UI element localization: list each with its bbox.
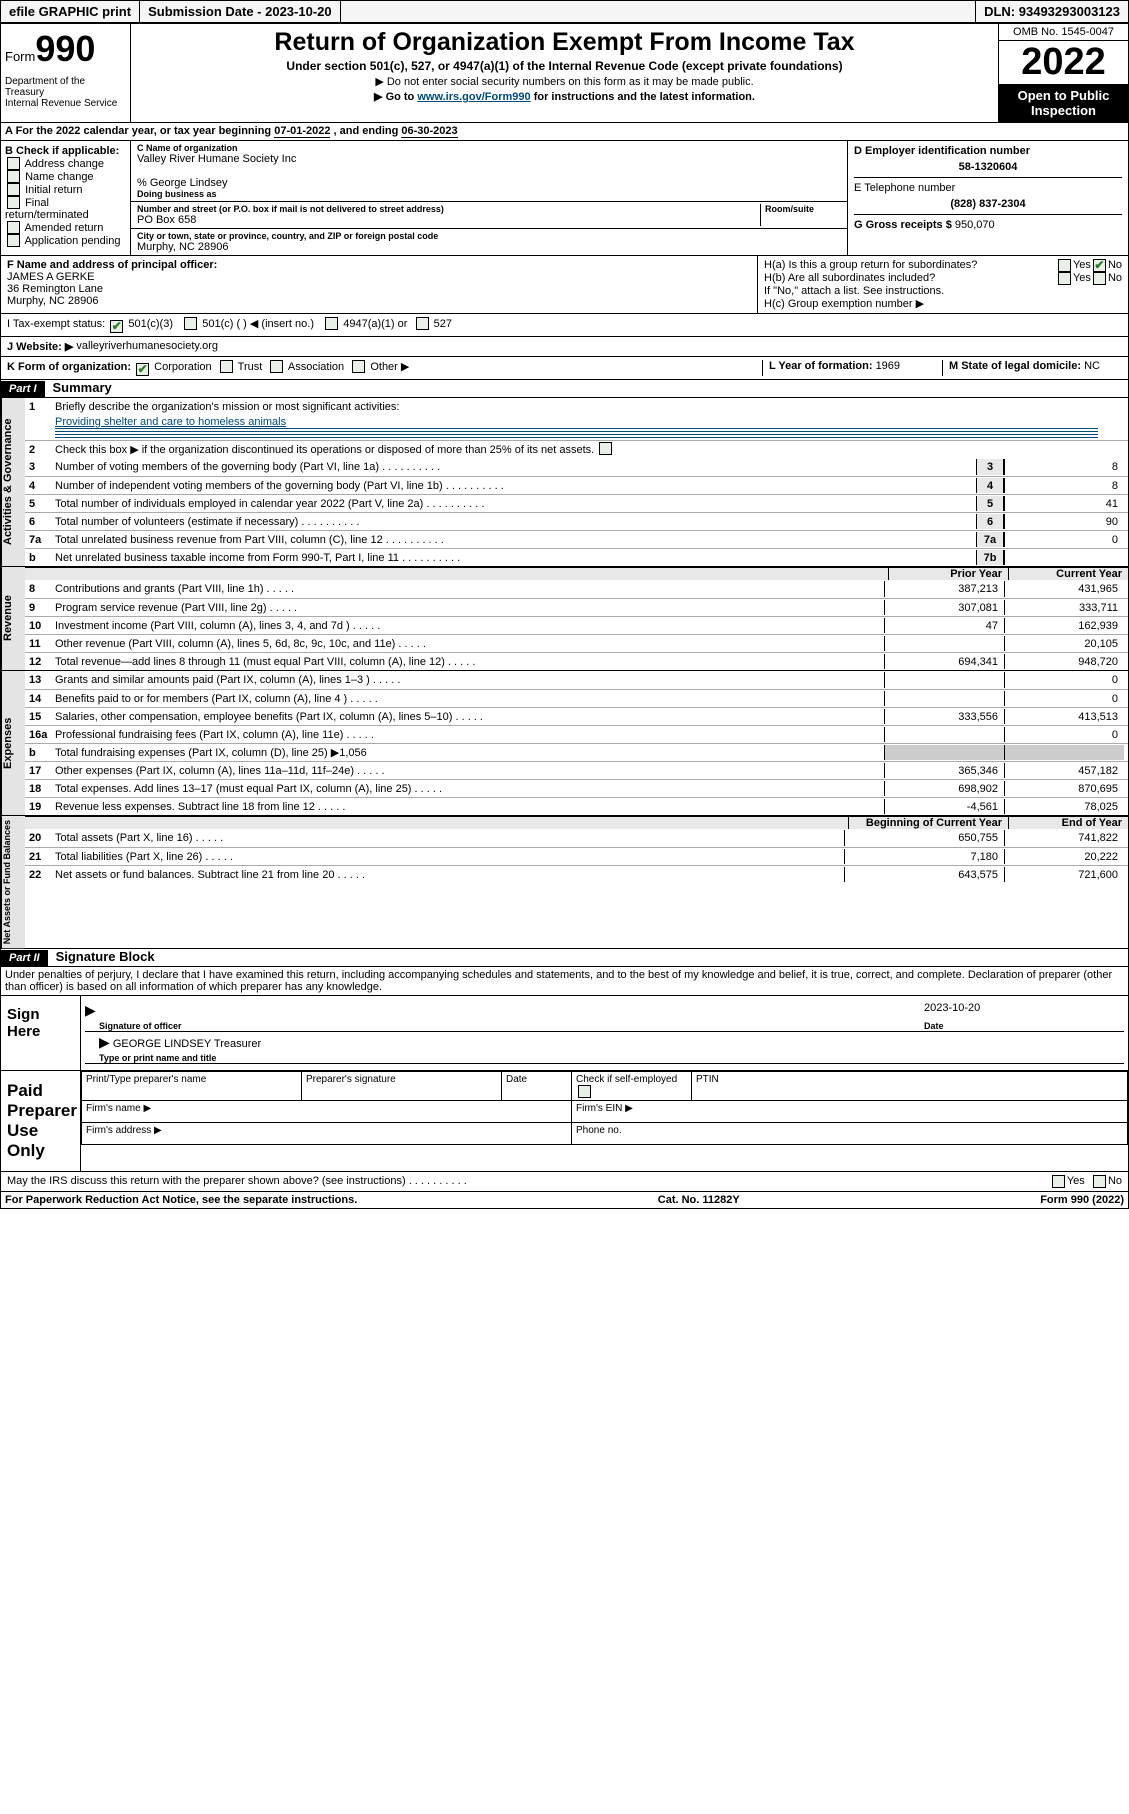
dln: DLN: 93493293003123 [975,1,1128,22]
note-ssn: ▶ Do not enter social security numbers o… [139,75,990,88]
hb-no[interactable] [1093,272,1106,285]
vtab-exp: Expenses [1,671,25,815]
mission: Providing shelter and care to homeless a… [55,416,286,428]
submission-date: Submission Date - 2023-10-20 [140,1,341,22]
row-j: J Website: ▶ valleyriverhumanesociety.or… [1,337,1128,357]
room-label: Room/suite [761,204,841,226]
vtab-gov: Activities & Governance [1,398,25,566]
omb-number: OMB No. 1545-0047 [999,24,1128,41]
chk-501c3[interactable] [110,320,123,333]
sec-revenue: Revenue Prior YearCurrent Year 8Contribu… [1,567,1128,671]
vtab-rev: Revenue [1,567,25,670]
arrow-icon: ▶ [99,1034,110,1050]
chk-discuss-yes[interactable] [1052,1175,1065,1188]
gross-val: 950,070 [955,219,995,231]
form-container: Form990 Department of the Treasury Inter… [0,23,1129,1209]
ha-yes[interactable] [1058,259,1071,272]
tax-year: 2022 [999,41,1128,84]
arrow-icon: ▶ [85,1002,96,1019]
cat-no: Cat. No. 11282Y [658,1194,740,1206]
chk-address[interactable]: Address change [5,157,126,170]
chk-trust[interactable] [220,360,233,373]
chk-4947[interactable] [325,317,338,330]
chk-corp[interactable] [136,363,149,376]
b-label: B Check if applicable: [5,145,119,157]
chk-initial[interactable]: Initial return [5,183,126,196]
header-mid: Return of Organization Exempt From Incom… [131,24,998,122]
row-klm: K Form of organization: Corporation Trus… [1,357,1128,380]
row-i: I Tax-exempt status: 501(c)(3) 501(c) ( … [1,314,1128,337]
sig-block: Under penalties of perjury, I declare th… [1,967,1128,1191]
form-header: Form990 Department of the Treasury Inter… [1,24,1128,123]
chk-discuss-no[interactable] [1093,1175,1106,1188]
form-ref: Form 990 (2022) [1040,1194,1124,1206]
chk-assoc[interactable] [270,360,283,373]
hb-yes[interactable] [1058,272,1071,285]
city-block: City or town, state or province, country… [131,229,847,255]
efile-label: efile GRAPHIC print [1,1,140,22]
open-inspection: Open to Public Inspection [999,84,1128,122]
row-a: A For the 2022 calendar year, or tax yea… [1,123,1128,141]
website: valleyriverhumanesociety.org [76,340,218,353]
form-number: Form990 [5,28,126,70]
form-title: Return of Organization Exempt From Incom… [139,28,990,57]
street-block: Number and street (or P.O. box if mail i… [131,202,847,229]
sec-expenses: Expenses 13Grants and similar amounts pa… [1,671,1128,816]
col-b: B Check if applicable: Address change Na… [1,141,131,255]
phone-label: E Telephone number [854,182,1122,194]
gross-label: G Gross receipts $ [854,219,955,231]
header-left: Form990 Department of the Treasury Inter… [1,24,131,122]
chk-name[interactable]: Name change [5,170,126,183]
part2-header: Part IISignature Block [1,949,1128,967]
chk-discontinued[interactable] [599,442,612,455]
paid-preparer: Paid Preparer Use Only [1,1071,81,1171]
may-discuss: May the IRS discuss this return with the… [1,1172,1128,1191]
row-fh: F Name and address of principal officer:… [1,256,1128,314]
chk-amended[interactable]: Amended return [5,221,126,234]
spacer [341,9,975,15]
block-bcd: B Check if applicable: Address change Na… [1,141,1128,256]
street: PO Box 658 [137,214,756,226]
irs-link[interactable]: www.irs.gov/Form990 [417,91,530,103]
header-right: OMB No. 1545-0047 2022 Open to Public In… [998,24,1128,122]
col-c: C Name of organization Valley River Huma… [131,141,848,255]
sec-governance: Activities & Governance 1Briefly describ… [1,398,1128,567]
note-link: ▶ Go to www.irs.gov/Form990 for instruct… [139,90,990,103]
footer: For Paperwork Reduction Act Notice, see … [1,1191,1128,1208]
officer-name: GEORGE LINDSEY Treasurer [113,1038,261,1050]
vtab-net: Net Assets or Fund Balances [1,816,25,948]
f-officer: F Name and address of principal officer:… [1,256,758,313]
ein: 58-1320604 [854,161,1122,173]
phone: (828) 837-2304 [854,198,1122,210]
city: Murphy, NC 28906 [137,241,841,253]
chk-501c[interactable] [184,317,197,330]
dept-label: Department of the Treasury Internal Reve… [5,76,126,109]
top-bar: efile GRAPHIC print Submission Date - 20… [0,0,1129,23]
chk-final[interactable]: Final return/terminated [5,196,126,221]
ha-no[interactable] [1093,259,1106,272]
sign-here: Sign Here [1,996,81,1070]
pra-notice: For Paperwork Reduction Act Notice, see … [5,1194,357,1206]
penalties: Under penalties of perjury, I declare th… [1,967,1128,996]
part1-header: Part ISummary [1,380,1128,398]
chk-self-employed[interactable] [578,1085,591,1098]
form-subtitle: Under section 501(c), 527, or 4947(a)(1)… [139,59,990,73]
col-d: D Employer identification number 58-1320… [848,141,1128,255]
h-group: H(a) Is this a group return for subordin… [758,256,1128,313]
care-of: % George Lindsey [137,177,841,189]
chk-pending[interactable]: Application pending [5,234,126,247]
chk-527[interactable] [416,317,429,330]
sig-date: 2023-10-20 [924,1002,1124,1019]
org-name: Valley River Humane Society Inc [137,153,841,165]
ein-label: D Employer identification number [854,145,1030,157]
sec-netassets: Net Assets or Fund Balances Beginning of… [1,816,1128,949]
chk-other[interactable] [352,360,365,373]
preparer-table: Print/Type preparer's name Preparer's si… [81,1071,1128,1145]
org-name-block: C Name of organization Valley River Huma… [131,141,847,202]
